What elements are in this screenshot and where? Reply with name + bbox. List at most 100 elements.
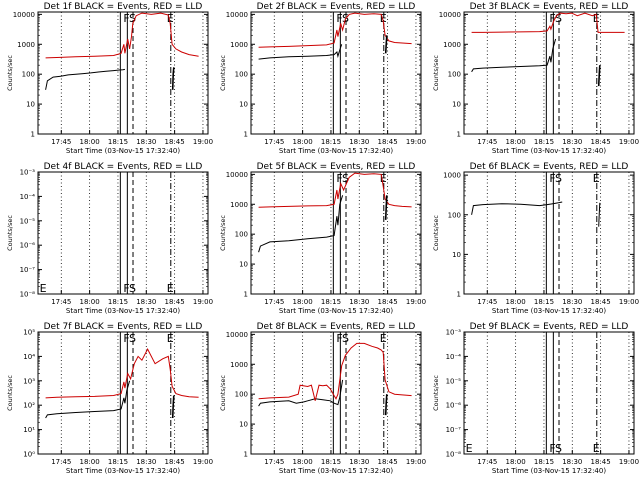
marker-label: E xyxy=(40,282,47,295)
x-tick-label: 18:00 xyxy=(80,458,100,466)
x-tick-label: 18:00 xyxy=(80,138,100,146)
x-tick-label: 17:45 xyxy=(264,458,284,466)
x-tick-label: 18:00 xyxy=(506,298,526,306)
y-axis-label: Counts/sec xyxy=(219,55,227,91)
series-lld-line xyxy=(258,342,412,401)
plot-frame xyxy=(37,11,209,135)
series-events-line xyxy=(258,44,343,60)
panel-title: Det 5f BLACK = Events, RED = LLD xyxy=(257,162,416,172)
series-lld-line xyxy=(258,172,412,208)
x-tick-label: 18:30 xyxy=(136,138,156,146)
y-axis-label: Counts/sec xyxy=(219,215,227,251)
panel-title: Det 3f BLACK = Events, RED = LLD xyxy=(470,2,629,12)
y-tick-label: 10000 xyxy=(226,11,248,19)
plot-frame xyxy=(250,11,422,135)
x-tick-label: 18:15 xyxy=(108,458,128,466)
marker-label: S xyxy=(555,172,562,185)
y-axis-label: Counts/sec xyxy=(432,215,440,251)
y-tick-label: 10⁻³ xyxy=(20,169,36,177)
x-tick-label: 18:45 xyxy=(165,298,185,306)
marker-label: F xyxy=(336,12,342,25)
y-tick-label: 10⁻⁶ xyxy=(20,242,36,250)
y-tick-label: 10⁻⁵ xyxy=(446,377,462,385)
y-tick-label: 10 xyxy=(26,101,35,109)
series-events-line xyxy=(171,67,175,90)
x-tick-label: 17:45 xyxy=(477,458,497,466)
y-tick-label: 10000 xyxy=(13,11,35,19)
y-tick-label: 1000 xyxy=(230,201,248,209)
x-tick-label: 17:45 xyxy=(51,298,71,306)
marker-label: S xyxy=(129,282,136,295)
y-tick-label: 1 xyxy=(457,131,461,139)
y-tick-label: 10⁻⁴ xyxy=(446,353,462,361)
panel-det-8: Det 8f BLACK = Events, RED = LLD Counts/s… xyxy=(219,322,426,475)
x-tick-label: 18:00 xyxy=(80,298,100,306)
x-tick-label: 18:30 xyxy=(136,298,156,306)
marker-label: E xyxy=(593,172,600,185)
x-axis-label: Start Time (03-Nov-15 17:32:40) xyxy=(279,467,393,475)
x-tick-label: 18:45 xyxy=(378,138,398,146)
marker-label: S xyxy=(555,12,562,25)
plot-frame xyxy=(463,11,635,135)
y-tick-label: 1000 xyxy=(443,172,461,180)
y-tick-label: 1 xyxy=(457,291,461,299)
x-tick-label: 19:00 xyxy=(406,298,426,306)
y-tick-label: 100 xyxy=(235,71,248,79)
y-tick-label: 10⁻⁶ xyxy=(446,402,462,410)
plot-frame xyxy=(37,331,209,455)
series-events-line xyxy=(171,395,175,419)
panel-title: Det 4f BLACK = Events, RED = LLD xyxy=(44,162,203,172)
plot-frame xyxy=(463,171,635,295)
series-lld-line xyxy=(45,12,199,59)
x-tick-label: 19:00 xyxy=(406,138,426,146)
y-tick-label: 10⁴ xyxy=(23,353,35,361)
marker-label: F xyxy=(549,172,555,185)
marker-label: E xyxy=(167,332,174,345)
y-tick-label: 100 xyxy=(235,231,248,239)
y-tick-label: 10⁻⁷ xyxy=(446,426,462,434)
marker-label: S xyxy=(342,332,349,345)
marker-label: S xyxy=(342,172,349,185)
panel-title: Det 8f BLACK = Events, RED = LLD xyxy=(257,322,416,332)
x-tick-label: 19:00 xyxy=(406,458,426,466)
y-axis-label: Counts/sec xyxy=(219,375,227,411)
series-lld-line xyxy=(471,12,625,33)
marker-label: S xyxy=(129,332,136,345)
y-tick-label: 10 xyxy=(239,261,248,269)
y-axis-label: Counts/sec xyxy=(432,55,440,91)
marker-label: F xyxy=(549,442,555,455)
marker-label: S xyxy=(129,12,136,25)
x-tick-label: 18:15 xyxy=(321,458,341,466)
series-events-line xyxy=(45,380,131,419)
y-tick-label: 10⁻⁷ xyxy=(20,266,36,274)
x-tick-label: 19:00 xyxy=(193,298,213,306)
x-tick-label: 18:15 xyxy=(534,458,554,466)
series-events-line xyxy=(471,201,563,215)
x-tick-label: 17:45 xyxy=(51,138,71,146)
y-axis-label: Counts/sec xyxy=(432,375,440,411)
y-tick-label: 1000 xyxy=(230,361,248,369)
y-tick-label: 10 xyxy=(452,101,461,109)
panel-title: Det 9f BLACK = Events, RED = LLD xyxy=(470,322,629,332)
y-tick-label: 1 xyxy=(244,291,248,299)
x-tick-label: 19:00 xyxy=(193,138,213,146)
panel-title: Det 2f BLACK = Events, RED = LLD xyxy=(257,2,416,12)
y-tick-label: 1 xyxy=(244,131,248,139)
x-axis-label: Start Time (03-Nov-15 17:32:40) xyxy=(492,307,606,315)
x-axis-label: Start Time (03-Nov-15 17:32:40) xyxy=(66,307,180,315)
y-tick-label: 1000 xyxy=(17,41,35,49)
x-axis-label: Start Time (03-Nov-15 17:32:40) xyxy=(492,147,606,155)
x-tick-label: 19:00 xyxy=(619,138,639,146)
series-events-line xyxy=(258,195,344,253)
x-tick-label: 18:15 xyxy=(534,298,554,306)
panel-det-7: Det 7f BLACK = Events, RED = LLD Counts/s… xyxy=(6,322,213,475)
y-tick-label: 10 xyxy=(239,421,248,429)
y-tick-label: 10000 xyxy=(226,171,248,179)
x-tick-label: 17:45 xyxy=(477,138,497,146)
marker-label: E xyxy=(380,12,387,25)
y-tick-label: 1 xyxy=(31,131,35,139)
panel-det-1: Det 1f BLACK = Events, RED = LLD Counts/s… xyxy=(6,2,213,155)
marker-label: E xyxy=(593,442,600,455)
y-tick-label: 1 xyxy=(244,451,248,459)
y-tick-label: 10 xyxy=(452,251,461,259)
